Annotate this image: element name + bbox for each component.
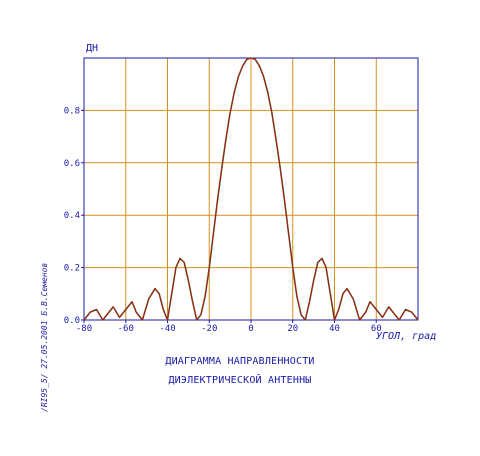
- side-note: /RI95_5/ 27.05.2001 Б.В.Семенов: [40, 262, 49, 412]
- y-tick-label: 0.0: [64, 316, 80, 326]
- x-tick-label: -20: [201, 324, 217, 334]
- chart-title-line-2: ДИЭЛЕКТРИЧЕСКОЙ АНТЕННЫ: [168, 375, 312, 386]
- x-axis-label: УГОЛ, град: [376, 331, 436, 342]
- x-tick-label: -60: [118, 324, 134, 334]
- y-tick-label: 0.8: [64, 106, 80, 116]
- x-tick-label: 20: [287, 324, 298, 334]
- y-axis-ticks: 0.0 0.2 0.4 0.6 0.8: [64, 106, 84, 326]
- y-tick-label: 0.6: [64, 159, 80, 169]
- y-axis-label: ДН: [86, 43, 98, 54]
- x-tick-label: 60: [371, 324, 382, 334]
- y-tick-label: 0.2: [64, 264, 80, 274]
- x-tick-label: 0: [248, 324, 253, 334]
- chart-title-line-1: ДИАГРАММА НАПРАВЛЕННОСТИ: [165, 356, 315, 367]
- x-tick-label: -80: [76, 324, 92, 334]
- series-line: [83, 57, 419, 321]
- y-tick-label: 0.4: [64, 211, 80, 221]
- x-tick-label: 40: [329, 324, 340, 334]
- series-layer: [83, 57, 419, 321]
- x-axis-ticks: -80 -60 -40 -20 0 20 40 60: [76, 320, 382, 334]
- grid: [84, 58, 418, 320]
- x-tick-label: -40: [159, 324, 175, 334]
